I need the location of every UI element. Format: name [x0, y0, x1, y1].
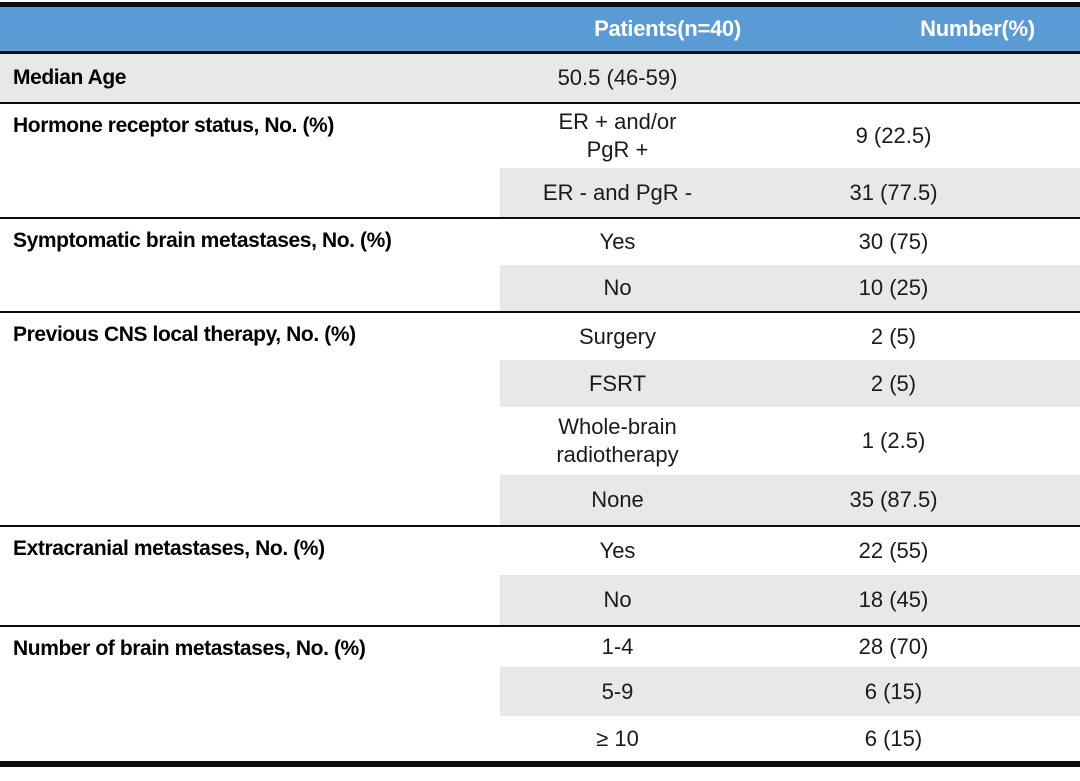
cell-patients: ER + and/or PgR +	[558, 109, 677, 162]
cell-patients: Yes	[599, 538, 636, 563]
cell-number: 6 (15)	[864, 678, 923, 704]
section-extracranial-metastases: Extracranial metastases, No. (%) Yes 22 …	[0, 527, 1080, 625]
cell-number: 35 (87.5)	[849, 487, 938, 512]
section-separator	[0, 625, 1080, 627]
row-label-median-age: Median Age	[13, 66, 127, 89]
section-number-brain-metastases: Number of brain metastases, No. (%) 1-4 …	[0, 627, 1080, 761]
cell-number: 30 (75)	[858, 229, 929, 254]
section-separator	[0, 102, 1080, 104]
table-bottom-rule	[0, 761, 1080, 767]
table-row: FSRT 2 (5)	[500, 360, 1080, 407]
cell-patients: ≥ 10	[596, 725, 639, 751]
cell-patients: None	[591, 487, 644, 512]
cell-patients: No	[603, 275, 632, 300]
column-header-patients: Patients(n=40)	[594, 16, 741, 41]
section-hormone-receptor: Hormone receptor status, No. (%) ER + an…	[0, 104, 1080, 217]
table-row: 5-9 6 (15)	[500, 667, 1080, 716]
cell-number: 2 (5)	[870, 370, 917, 396]
table-row-median-age: Median Age 50.5 (46-59)	[0, 54, 1080, 102]
cell-number: 6 (15)	[864, 725, 923, 751]
section-separator	[0, 311, 1080, 313]
cell-number: 9 (22.5)	[855, 123, 932, 148]
cell-number: 18 (45)	[858, 587, 929, 612]
section-symptomatic-metastases: Symptomatic brain metastases, No. (%) Ye…	[0, 219, 1080, 311]
cell-number: 1 (2.5)	[861, 428, 926, 453]
table-row: None 35 (87.5)	[500, 475, 1080, 525]
table-row: Yes 22 (55)	[500, 527, 1080, 575]
row-label-symptomatic-metastases: Symptomatic brain metastases, No. (%)	[0, 219, 500, 311]
cell-number: 22 (55)	[858, 538, 929, 563]
row-label-extracranial-metastases: Extracranial metastases, No. (%)	[0, 527, 500, 625]
table-row: Yes 30 (75)	[500, 219, 1080, 265]
cell-number: 2 (5)	[870, 323, 917, 349]
section-previous-cns-therapy: Previous CNS local therapy, No. (%) Surg…	[0, 313, 1080, 525]
row-label-previous-cns-therapy: Previous CNS local therapy, No. (%)	[0, 313, 500, 525]
cell-patients: ER - and PgR -	[542, 179, 693, 205]
cell-number: 31 (77.5)	[849, 179, 938, 205]
section-separator	[0, 217, 1080, 219]
section-separator	[0, 525, 1080, 527]
cell-number: 28 (70)	[858, 634, 929, 659]
cell-median-age-value: 50.5 (46-59)	[557, 65, 678, 90]
column-header-number: Number(%)	[920, 16, 1035, 41]
row-label-number-brain-metastases: Number of brain metastases, No. (%)	[0, 627, 500, 761]
row-label-hormone-receptor: Hormone receptor status, No. (%)	[0, 104, 500, 217]
cell-patients: FSRT	[588, 370, 647, 396]
cell-patients: Yes	[599, 229, 636, 254]
table-top-rule	[0, 2, 1080, 7]
cell-number: 10 (25)	[858, 275, 929, 300]
table-header-row: Patients(n=40) Number(%)	[0, 7, 1080, 51]
table-row: ≥ 10 6 (15)	[500, 716, 1080, 761]
cell-patients: Whole-brain radiotherapy	[556, 414, 679, 467]
table-row: ER + and/or PgR + 9 (22.5)	[500, 104, 1080, 168]
header-bottom-rule	[0, 51, 1080, 54]
top-margin	[0, 0, 1080, 2]
cell-patients: No	[603, 587, 632, 612]
header-spacer-cell	[0, 7, 500, 51]
table-row: Whole-brain radiotherapy 1 (2.5)	[500, 407, 1080, 475]
cell-patients: 5-9	[601, 678, 634, 704]
table-row: 1-4 28 (70)	[500, 627, 1080, 667]
table-row: No 10 (25)	[500, 265, 1080, 311]
cell-patients: Surgery	[578, 323, 657, 349]
table-row: Surgery 2 (5)	[500, 313, 1080, 360]
cell-patients: 1-4	[601, 634, 634, 659]
table-row: ER - and PgR - 31 (77.5)	[500, 168, 1080, 217]
table-row: No 18 (45)	[500, 575, 1080, 625]
